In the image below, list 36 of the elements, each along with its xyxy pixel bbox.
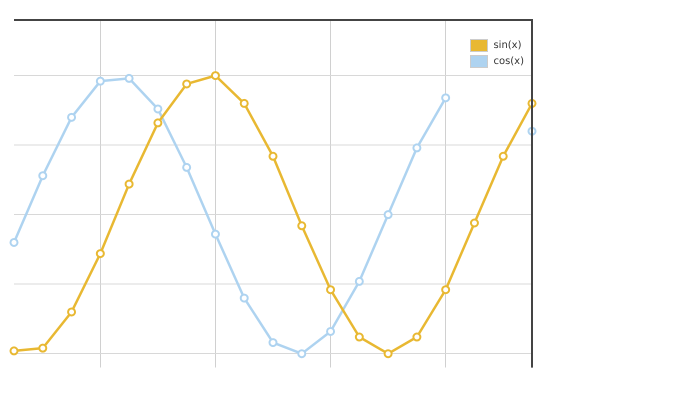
point [124,74,134,83]
legend-label: sin(x) [493,40,522,51]
point [240,98,249,108]
point [354,276,364,286]
point [297,349,306,358]
point [182,162,192,172]
point [326,285,336,294]
point [297,221,306,230]
point [10,346,18,356]
point [240,294,249,303]
point [384,349,393,358]
point [96,76,105,86]
point [412,143,422,152]
point [10,238,18,247]
point [268,338,278,348]
point [384,210,393,220]
point [498,152,508,161]
legend-label: cos(x) [493,56,524,67]
point [67,112,76,122]
point [441,285,450,294]
point [268,152,278,161]
point [96,249,105,258]
point [38,344,48,353]
point [326,326,336,336]
point [124,180,134,189]
point [470,218,479,228]
point [67,307,76,316]
point [354,332,364,342]
point [38,171,48,180]
point [412,332,422,342]
point [210,230,220,239]
point [441,93,450,102]
point [153,118,162,128]
point [182,79,192,88]
point [210,71,220,80]
point [153,104,162,114]
